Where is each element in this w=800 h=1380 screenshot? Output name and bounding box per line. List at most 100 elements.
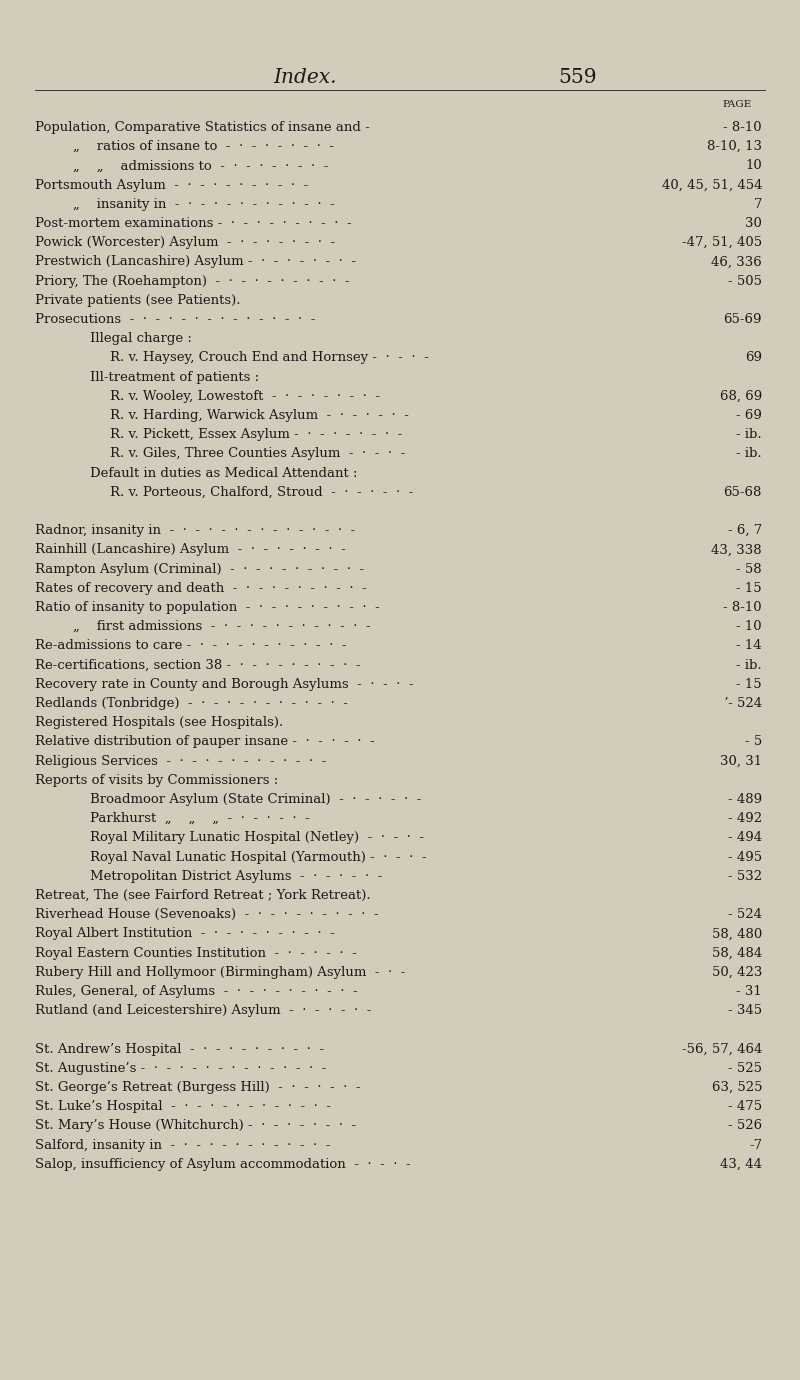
Text: 46, 336: 46, 336 bbox=[711, 255, 762, 268]
Text: Royal Eastern Counties Institution  -  ·  -  ·  -  ·  -: Royal Eastern Counties Institution - · -… bbox=[35, 947, 357, 959]
Text: Relative distribution of pauper insane -  ·  -  ·  -  ·  -: Relative distribution of pauper insane -… bbox=[35, 736, 374, 748]
Text: Broadmoor Asylum (State Criminal)  -  ·  -  ·  -  ·  -: Broadmoor Asylum (State Criminal) - · - … bbox=[90, 793, 422, 806]
Text: Metropolitan District Asylums  -  ·  -  ·  -  ·  -: Metropolitan District Asylums - · - · - … bbox=[90, 869, 382, 883]
Text: St. George’s Retreat (Burgess Hill)  -  ·  -  ·  -  ·  -: St. George’s Retreat (Burgess Hill) - · … bbox=[35, 1081, 361, 1094]
Text: Salop, insufficiency of Asylum accommodation  -  ·  -  ·  -: Salop, insufficiency of Asylum accommoda… bbox=[35, 1158, 410, 1170]
Text: St. Andrew’s Hospital  -  ·  -  ·  -  ·  -  ·  -  ·  -: St. Andrew’s Hospital - · - · - · - · - … bbox=[35, 1043, 324, 1056]
Text: PAGE: PAGE bbox=[722, 99, 751, 109]
Text: Riverhead House (Sevenoaks)  -  ·  -  ·  -  ·  -  ·  -  ·  -: Riverhead House (Sevenoaks) - · - · - · … bbox=[35, 908, 378, 922]
Text: Re-certifications, section 38 -  ·  -  ·  -  ·  -  ·  -  ·  -: Re-certifications, section 38 - · - · - … bbox=[35, 658, 361, 672]
Text: Royal Military Lunatic Hospital (Netley)  -  ·  -  ·  -: Royal Military Lunatic Hospital (Netley)… bbox=[90, 831, 424, 845]
Text: - 475: - 475 bbox=[728, 1100, 762, 1114]
Text: Recovery rate in County and Borough Asylums  -  ·  -  ·  -: Recovery rate in County and Borough Asyl… bbox=[35, 678, 414, 691]
Text: - ib.: - ib. bbox=[736, 428, 762, 442]
Text: 58, 484: 58, 484 bbox=[712, 947, 762, 959]
Text: 559: 559 bbox=[558, 68, 597, 87]
Text: Redlands (Tonbridge)  -  ·  -  ·  -  ·  -  ·  -  ·  -  ·  -: Redlands (Tonbridge) - · - · - · - · - ·… bbox=[35, 697, 348, 709]
Text: St. Augustine’s -  ·  -  ·  -  ·  -  ·  -  ·  -  ·  -  ·  -: St. Augustine’s - · - · - · - · - · - · … bbox=[35, 1061, 326, 1075]
Text: Salford, insanity in  -  ·  -  ·  -  ·  -  ·  -  ·  -  ·  -: Salford, insanity in - · - · - · - · - ·… bbox=[35, 1138, 330, 1151]
Text: R. v. Harding, Warwick Asylum  -  ·  -  ·  -  ·  -: R. v. Harding, Warwick Asylum - · - · - … bbox=[110, 408, 409, 422]
Text: Powick (Worcester) Asylum  -  ·  -  ·  -  ·  -  ·  -: Powick (Worcester) Asylum - · - · - · - … bbox=[35, 236, 335, 250]
Text: 8-10, 13: 8-10, 13 bbox=[707, 141, 762, 153]
Text: -47, 51, 405: -47, 51, 405 bbox=[682, 236, 762, 250]
Text: - 492: - 492 bbox=[728, 813, 762, 825]
Text: - 15: - 15 bbox=[736, 582, 762, 595]
Text: -56, 57, 464: -56, 57, 464 bbox=[682, 1043, 762, 1056]
Text: Illegal charge :: Illegal charge : bbox=[90, 333, 192, 345]
Text: 65-69: 65-69 bbox=[723, 313, 762, 326]
Text: - 69: - 69 bbox=[736, 408, 762, 422]
Text: Post-mortem examinations -  ·  -  ·  -  ·  -  ·  -  ·  -: Post-mortem examinations - · - · - · - ·… bbox=[35, 217, 352, 230]
Text: Re-admissions to care -  ·  -  ·  -  ·  -  ·  -  ·  -  ·  -: Re-admissions to care - · - · - · - · - … bbox=[35, 639, 346, 653]
Text: Reports of visits by Commissioners :: Reports of visits by Commissioners : bbox=[35, 774, 278, 787]
Text: Radnor, insanity in  -  ·  -  ·  -  ·  -  ·  -  ·  -  ·  -  ·  -: Radnor, insanity in - · - · - · - · - · … bbox=[35, 524, 355, 537]
Text: R. v. Giles, Three Counties Asylum  -  ·  -  ·  -: R. v. Giles, Three Counties Asylum - · -… bbox=[110, 447, 406, 461]
Text: Default in duties as Medical Attendant :: Default in duties as Medical Attendant : bbox=[90, 466, 358, 480]
Text: 7: 7 bbox=[754, 197, 762, 211]
Text: Priory, The (Roehampton)  -  ·  -  ·  -  ·  -  ·  -  ·  -: Priory, The (Roehampton) - · - · - · - ·… bbox=[35, 275, 350, 287]
Text: 10: 10 bbox=[746, 160, 762, 172]
Text: Parkhurst  „    „    „  -  ·  -  ·  -  ·  -: Parkhurst „ „ „ - · - · - · - bbox=[90, 813, 310, 825]
Text: - 58: - 58 bbox=[736, 563, 762, 575]
Text: - 31: - 31 bbox=[736, 985, 762, 998]
Text: 58, 480: 58, 480 bbox=[712, 927, 762, 940]
Text: 50, 423: 50, 423 bbox=[712, 966, 762, 978]
Text: - 10: - 10 bbox=[736, 620, 762, 633]
Text: 68, 69: 68, 69 bbox=[720, 389, 762, 403]
Text: Registered Hospitals (see Hospitals).: Registered Hospitals (see Hospitals). bbox=[35, 716, 283, 729]
Text: Ratio of insanity to population  -  ·  -  ·  -  ·  -  ·  -  ·  -: Ratio of insanity to population - · - · … bbox=[35, 602, 380, 614]
Text: - 15: - 15 bbox=[736, 678, 762, 691]
Text: St. Luke’s Hospital  -  ·  -  ·  -  ·  -  ·  -  ·  -  ·  -: St. Luke’s Hospital - · - · - · - · - · … bbox=[35, 1100, 331, 1114]
Text: Private patients (see Patients).: Private patients (see Patients). bbox=[35, 294, 241, 306]
Text: R. v. Pickett, Essex Asylum -  ·  -  ·  -  ·  -  ·  -: R. v. Pickett, Essex Asylum - · - · - · … bbox=[110, 428, 402, 442]
Text: - 8-10: - 8-10 bbox=[723, 602, 762, 614]
Text: 63, 525: 63, 525 bbox=[711, 1081, 762, 1094]
Text: St. Mary’s House (Whitchurch) -  ·  -  ·  -  ·  -  ·  -: St. Mary’s House (Whitchurch) - · - · - … bbox=[35, 1119, 356, 1133]
Text: ʼ- 524: ʼ- 524 bbox=[724, 697, 762, 709]
Text: 43, 44: 43, 44 bbox=[720, 1158, 762, 1170]
Text: R. v. Porteous, Chalford, Stroud  -  ·  -  ·  -  ·  -: R. v. Porteous, Chalford, Stroud - · - ·… bbox=[110, 486, 414, 498]
Text: Rutland (and Leicestershire) Asylum  -  ·  -  ·  -  ·  -: Rutland (and Leicestershire) Asylum - · … bbox=[35, 1005, 371, 1017]
Text: - 525: - 525 bbox=[728, 1061, 762, 1075]
Text: - 505: - 505 bbox=[728, 275, 762, 287]
Text: Ill-treatment of patients :: Ill-treatment of patients : bbox=[90, 371, 259, 384]
Text: Population, Comparative Statistics of insane and -: Population, Comparative Statistics of in… bbox=[35, 121, 370, 134]
Text: Religious Services  -  ·  -  ·  -  ·  -  ·  -  ·  -  ·  -: Religious Services - · - · - · - · - · -… bbox=[35, 755, 326, 767]
Text: 40, 45, 51, 454: 40, 45, 51, 454 bbox=[662, 178, 762, 192]
Text: - 495: - 495 bbox=[728, 850, 762, 864]
Text: -7: -7 bbox=[749, 1138, 762, 1151]
Text: Portsmouth Asylum  -  ·  -  ·  -  ·  -  ·  -  ·  -: Portsmouth Asylum - · - · - · - · - · - bbox=[35, 178, 308, 192]
Text: 69: 69 bbox=[745, 352, 762, 364]
Text: - 489: - 489 bbox=[728, 793, 762, 806]
Text: - 8-10: - 8-10 bbox=[723, 121, 762, 134]
Text: R. v. Wooley, Lowestoft  -  ·  -  ·  -  ·  -  ·  -: R. v. Wooley, Lowestoft - · - · - · - · … bbox=[110, 389, 380, 403]
Text: 43, 338: 43, 338 bbox=[711, 544, 762, 556]
Text: Rates of recovery and death  -  ·  -  ·  -  ·  -  ·  -  ·  -: Rates of recovery and death - · - · - · … bbox=[35, 582, 366, 595]
Text: - 526: - 526 bbox=[728, 1119, 762, 1133]
Text: - 14: - 14 bbox=[736, 639, 762, 653]
Text: Prosecutions  -  ·  -  ·  -  ·  -  ·  -  ·  -  ·  -  ·  -: Prosecutions - · - · - · - · - · - · - ·… bbox=[35, 313, 315, 326]
Text: Index.: Index. bbox=[274, 68, 337, 87]
Text: - 494: - 494 bbox=[728, 831, 762, 845]
Text: - 5: - 5 bbox=[745, 736, 762, 748]
Text: Rainhill (Lancashire) Asylum  -  ·  -  ·  -  ·  -  ·  -: Rainhill (Lancashire) Asylum - · - · - ·… bbox=[35, 544, 346, 556]
Text: „    insanity in  -  ·  -  ·  -  ·  -  ·  -  ·  -  ·  -: „ insanity in - · - · - · - · - · - · - bbox=[73, 197, 334, 211]
Text: - 6, 7: - 6, 7 bbox=[728, 524, 762, 537]
Text: Royal Naval Lunatic Hospital (Yarmouth) -  ·  -  ·  -: Royal Naval Lunatic Hospital (Yarmouth) … bbox=[90, 850, 426, 864]
Text: - 524: - 524 bbox=[728, 908, 762, 922]
Text: Retreat, The (see Fairford Retreat ; York Retreat).: Retreat, The (see Fairford Retreat ; Yor… bbox=[35, 889, 370, 903]
Text: „    ratios of insane to  -  ·  -  ·  -  ·  -  ·  -: „ ratios of insane to - · - · - · - · - bbox=[73, 141, 334, 153]
Text: - ib.: - ib. bbox=[736, 447, 762, 461]
Text: - 532: - 532 bbox=[728, 869, 762, 883]
Text: - ib.: - ib. bbox=[736, 658, 762, 672]
Text: R. v. Haysey, Crouch End and Hornsey -  ·  -  ·  -: R. v. Haysey, Crouch End and Hornsey - ·… bbox=[110, 352, 429, 364]
Text: 65-68: 65-68 bbox=[724, 486, 762, 498]
Text: Rampton Asylum (Criminal)  -  ·  -  ·  -  ·  -  ·  -  ·  -: Rampton Asylum (Criminal) - · - · - · - … bbox=[35, 563, 364, 575]
Text: Rubery Hill and Hollymoor (Birmingham) Asylum  -  ·  -: Rubery Hill and Hollymoor (Birmingham) A… bbox=[35, 966, 406, 978]
Text: 30: 30 bbox=[745, 217, 762, 230]
Text: Prestwich (Lancashire) Asylum -  ·  -  ·  -  ·  -  ·  -: Prestwich (Lancashire) Asylum - · - · - … bbox=[35, 255, 356, 268]
Text: Rules, General, of Asylums  -  ·  -  ·  -  ·  -  ·  -  ·  -: Rules, General, of Asylums - · - · - · -… bbox=[35, 985, 358, 998]
Text: - 345: - 345 bbox=[728, 1005, 762, 1017]
Text: „    first admissions  -  ·  -  ·  -  ·  -  ·  -  ·  -  ·  -: „ first admissions - · - · - · - · - · -… bbox=[73, 620, 370, 633]
Text: 30, 31: 30, 31 bbox=[720, 755, 762, 767]
